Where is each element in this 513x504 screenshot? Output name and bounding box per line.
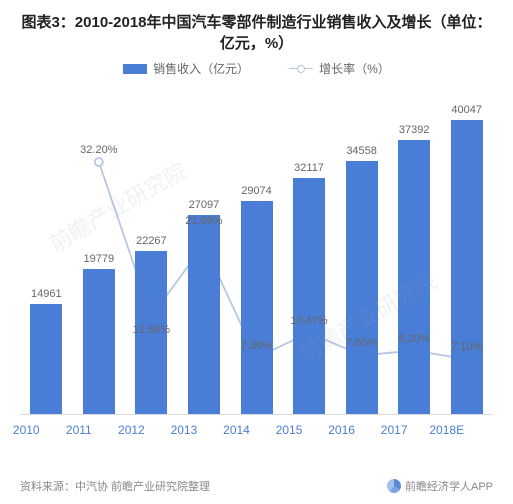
bar: 32117 [293,178,325,414]
growth-label: 21.69% [185,215,222,227]
x-axis-label: 2016 [328,423,355,437]
growth-label: 8.20% [399,333,430,345]
bar-value-label: 27097 [188,199,220,211]
bar-value-label: 29074 [241,185,273,197]
bar-value-label: 37392 [398,124,430,136]
legend: 销售收入（亿元） 增长率（%） [0,60,513,77]
legend-line-swatch [289,68,313,69]
source-footer: 资料来源：中汽协 前瞻产业研究院整理 [20,478,210,494]
bar: 40047 [451,120,483,414]
growth-label: 12.58% [133,324,170,336]
legend-line-item: 增长率（%） [289,60,390,77]
legend-bar-label: 销售收入（亿元） [153,60,249,77]
bar-value-label: 40047 [451,104,483,116]
x-axis-label: 2014 [223,423,250,437]
bar: 14961 [30,304,62,414]
bar: 34558 [346,161,378,414]
x-axis-label: 2013 [171,423,198,437]
legend-line-label: 增长率（%） [319,60,390,77]
growth-label: 7.60% [346,337,377,349]
x-axis-label: 2018E [429,423,464,437]
bar-value-label: 34558 [346,145,378,157]
bar: 29074 [241,201,273,414]
chart-area: 14961 19779 22267 27097 29074 32117 34558 37392… [0,85,513,455]
bar: 27097 [188,215,220,414]
growth-label: 7.10% [451,341,482,353]
bar: 37392 [398,140,430,414]
plot-region: 14961 19779 22267 27097 29074 32117 34558 37392… [20,85,493,415]
bar-value-label: 22267 [135,235,167,247]
x-axis-label: 2012 [118,423,145,437]
chart-title: 图表3：2010-2018年中国汽车零部件制造行业销售收入及增长（单位：亿元，%… [0,0,513,60]
growth-label: 32.20% [80,144,117,156]
legend-bar-item: 销售收入（亿元） [123,60,249,77]
x-axis-label: 2010 [13,423,40,437]
bar-value-label: 19779 [83,253,115,265]
growth-label: 10.47% [290,315,327,327]
growth-label: 7.30% [241,340,272,352]
bar: 19779 [83,269,115,414]
app-footer-label: 前瞻经济学人APP [405,478,493,494]
legend-bar-swatch [123,64,147,74]
x-axis-label: 2017 [381,423,408,437]
app-footer: 前瞻经济学人APP [387,478,493,494]
x-axis-label: 2011 [66,423,92,437]
bar-value-label: 32117 [293,162,325,174]
x-axis-label: 2015 [276,423,303,437]
pie-icon [387,479,401,493]
bar-value-label: 14961 [30,288,62,300]
